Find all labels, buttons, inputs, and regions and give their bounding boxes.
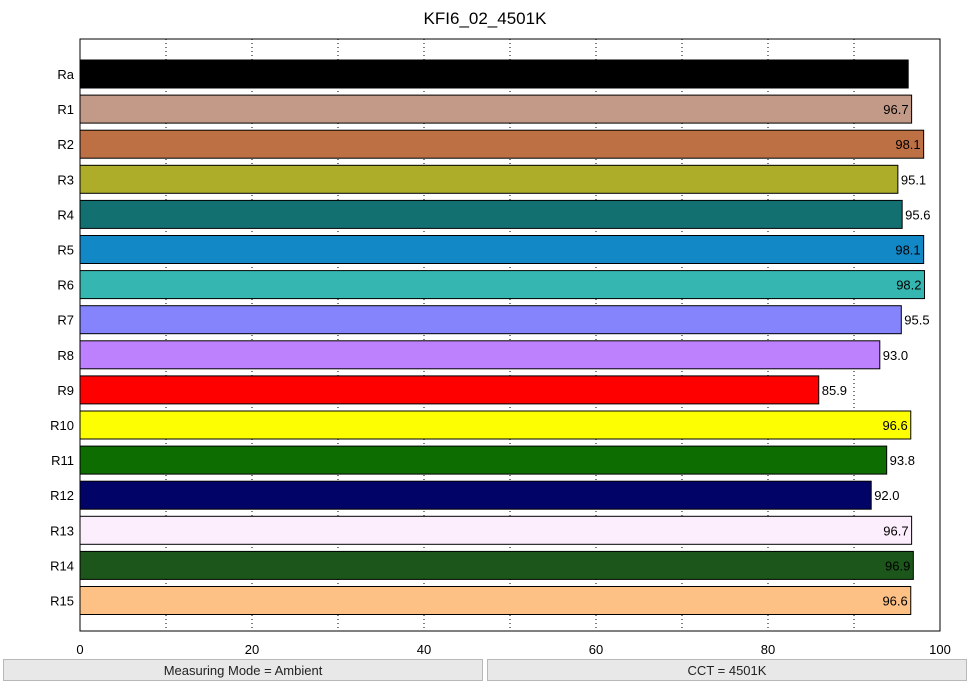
category-label: R15	[50, 594, 74, 609]
value-label: 95.6	[905, 207, 930, 222]
value-label: 96.7	[883, 102, 908, 117]
value-label: 96.3	[911, 67, 936, 82]
value-label: 96.6	[882, 594, 907, 609]
bar-r14	[79, 550, 914, 580]
category-label: R12	[50, 488, 74, 503]
x-tick-label: 20	[245, 642, 259, 657]
value-label: 96.7	[883, 523, 908, 538]
value-label: 95.5	[904, 313, 929, 328]
bars	[79, 59, 926, 615]
bar-r10	[79, 410, 912, 440]
bar-r8	[79, 340, 881, 370]
x-tick-label: 0	[76, 642, 83, 657]
category-label: R6	[57, 278, 74, 293]
category-label: R2	[57, 137, 74, 152]
category-labels: Ra R1 R2 R3 R4 R5 R6 R7 R8 R9 R10 R11 R12 R13 R14 R15	[50, 67, 75, 609]
category-label: R4	[57, 207, 74, 222]
category-label: R3	[57, 172, 74, 187]
bar-r5	[79, 235, 925, 264]
grid-lines	[165, 39, 855, 631]
bar-r7	[79, 305, 902, 335]
cct-status: CCT = 4501K	[487, 659, 967, 681]
value-label: 95.1	[901, 172, 926, 187]
bar-r9	[79, 375, 820, 405]
category-label: Ra	[57, 67, 74, 82]
measuring-mode-status: Measuring Mode = Ambient	[3, 659, 483, 681]
category-label: R14	[50, 558, 74, 573]
bar-r4	[79, 199, 903, 229]
value-label: 93.0	[883, 348, 908, 363]
x-tick-label: 60	[589, 642, 603, 657]
category-label: R5	[57, 243, 74, 258]
category-label: R11	[51, 453, 74, 468]
value-label: 92.0	[874, 488, 899, 503]
category-label: R8	[57, 348, 74, 363]
bar-r1	[79, 94, 913, 124]
category-label: R1	[57, 102, 74, 117]
value-label: 98.2	[896, 278, 921, 293]
chart: KFI6_02_4501K Ra R1 R2 R3 R4 R5 R6 R7 R8 R9 R10 R11…	[50, 9, 951, 657]
category-label: R9	[57, 383, 74, 398]
bar-r12	[79, 480, 872, 510]
bar-r3	[79, 164, 899, 194]
bar-r15	[79, 586, 912, 615]
bar-r6	[79, 270, 926, 300]
category-label: R7	[57, 313, 74, 328]
chart-title: KFI6_02_4501K	[424, 9, 548, 28]
category-label: R10	[50, 418, 74, 433]
x-tick-labels: 0 20 40 60 80 100	[76, 642, 950, 657]
value-label: 96.6	[882, 418, 907, 433]
x-tick-label: 40	[417, 642, 431, 657]
value-label: 98.1	[895, 243, 920, 258]
value-label: 93.8	[890, 453, 915, 468]
value-labels: 96.3 96.7 98.1 95.1 95.6 98.1 98.2 95.5 93.0 85.9…	[822, 67, 937, 609]
bar-ra	[79, 59, 909, 89]
value-label: 85.9	[822, 383, 847, 398]
value-label: 96.9	[885, 558, 910, 573]
x-tick-label: 100	[929, 642, 951, 657]
value-label: 98.1	[895, 137, 920, 152]
bar-r2	[79, 129, 925, 159]
bar-r11	[79, 445, 888, 475]
category-label: R13	[50, 523, 74, 538]
bar-r13	[79, 515, 913, 545]
x-tick-label: 80	[761, 642, 775, 657]
